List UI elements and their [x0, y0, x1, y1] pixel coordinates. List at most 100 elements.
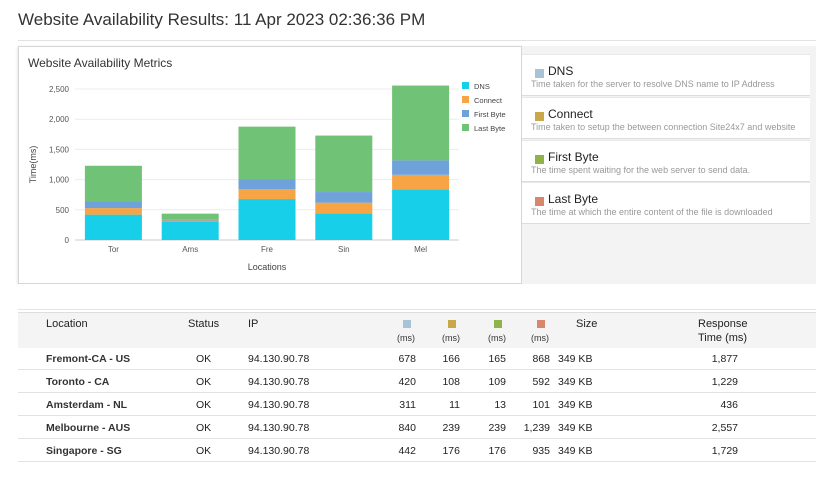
bar-segment — [161, 213, 219, 220]
header-response-line2: Time (ms) — [698, 332, 748, 344]
cell-ip: 94.130.90.78 — [248, 399, 310, 411]
y-tick-label: 2,000 — [49, 115, 70, 124]
cell-size: 349 KB — [558, 422, 593, 434]
cell-status: OK — [196, 422, 212, 434]
first-byte-swatch-icon — [535, 155, 544, 164]
first-byte-swatch-icon — [494, 320, 502, 328]
y-tick-label: 0 — [65, 236, 70, 245]
chart-legend-label: First Byte — [474, 110, 506, 119]
bar-segment — [315, 202, 373, 214]
title-divider — [18, 40, 816, 41]
cell-status: OK — [196, 445, 212, 457]
bar-segment — [238, 199, 296, 240]
cell-status: OK — [196, 376, 212, 388]
chart-title: Website Availability Metrics — [28, 56, 173, 70]
page-title: Website Availability Results: 11 Apr 202… — [18, 10, 426, 29]
chart-legend-label: DNS — [474, 82, 490, 91]
cell-connect: 239 — [442, 422, 460, 434]
cell-location: Toronto - CA — [46, 376, 110, 388]
x-tick-label: Tor — [108, 245, 119, 254]
x-tick-label: Ams — [182, 245, 198, 254]
legend-name: DNS — [548, 64, 574, 78]
table-row: Singapore - SG OK 94.130.90.78 442 176 1… — [18, 440, 816, 462]
last-byte-swatch-icon — [535, 197, 544, 206]
bar-segment — [238, 126, 296, 180]
cell-last-byte: 101 — [532, 399, 550, 411]
cell-response: 1,229 — [711, 376, 738, 388]
cell-size: 349 KB — [558, 399, 593, 411]
cell-last-byte: 592 — [532, 376, 550, 388]
cell-size: 349 KB — [558, 445, 593, 457]
bar-segment — [161, 221, 219, 240]
bar-segment — [84, 208, 142, 215]
cell-location: Singapore - SG — [46, 445, 122, 457]
header-status: Status — [188, 318, 220, 330]
cell-connect: 11 — [449, 399, 460, 411]
cell-dns: 311 — [399, 399, 416, 411]
table-header: Location Status IP (ms) (ms) (ms) (ms) S… — [18, 312, 816, 348]
connect-swatch-icon — [535, 112, 544, 121]
bar-segment — [161, 219, 219, 221]
legend-name: Last Byte — [548, 192, 599, 206]
chart-legend-label: Connect — [474, 96, 503, 105]
cell-last-byte: 868 — [532, 353, 550, 365]
cell-status: OK — [196, 353, 212, 365]
cell-connect: 176 — [442, 445, 460, 457]
x-tick-label: Mel — [414, 245, 427, 254]
cell-response: 1,729 — [711, 445, 738, 457]
cell-response: 1,877 — [711, 353, 738, 365]
cell-status: OK — [196, 399, 212, 411]
cell-response: 436 — [720, 399, 738, 411]
cell-first-byte: 176 — [488, 445, 506, 457]
chart-legend-swatch — [462, 110, 469, 117]
metrics-chart-panel: Website Availability Metrics 0 500 1,000 1,… — [18, 46, 522, 284]
cell-location: Amsterdam - NL — [46, 399, 128, 411]
legend-item-last-byte: Last Byte The time at which the entire c… — [522, 182, 810, 224]
table-row: Amsterdam - NL OK 94.130.90.78 311 11 13… — [18, 394, 816, 416]
cell-location: Melbourne - AUS — [46, 422, 131, 434]
table-row: Melbourne - AUS OK 94.130.90.78 840 239 … — [18, 417, 816, 439]
bar-segment — [238, 179, 296, 190]
cell-ip: 94.130.90.78 — [248, 353, 310, 365]
cell-dns: 678 — [398, 353, 416, 365]
bar-segment — [392, 85, 450, 161]
y-tick-label: 1,500 — [49, 145, 70, 154]
legend-item-dns: DNS Time taken for the server to resolve… — [522, 54, 810, 96]
cell-ip: 94.130.90.78 — [248, 445, 310, 457]
table-top-band — [18, 284, 816, 310]
y-tick-label: 500 — [56, 206, 70, 215]
last-byte-swatch-icon — [537, 320, 545, 328]
cell-size: 349 KB — [558, 353, 593, 365]
chart-legend-swatch — [462, 82, 469, 89]
header-last-byte-ms: (ms) — [531, 333, 549, 343]
cell-first-byte: 239 — [488, 422, 506, 434]
bar-segment — [392, 189, 450, 240]
cell-first-byte: 165 — [488, 353, 506, 365]
header-first-byte-ms: (ms) — [488, 333, 506, 343]
cell-last-byte: 935 — [532, 445, 550, 457]
x-tick-label: Sin — [338, 245, 350, 254]
bar-segment — [315, 192, 373, 203]
cell-location: Fremont-CA - US — [46, 353, 131, 365]
header-connect-ms: (ms) — [442, 333, 460, 343]
bar-segment — [315, 213, 373, 240]
y-axis-label: Time(ms) — [28, 146, 38, 184]
legend-description: Time taken to setup the between connecti… — [531, 122, 796, 132]
legend-item-connect: Connect Time taken to setup the between … — [522, 97, 810, 139]
table-row: Toronto - CA OK 94.130.90.78 420 108 109… — [18, 371, 816, 393]
header-ip: IP — [248, 318, 259, 330]
dns-swatch-icon — [535, 69, 544, 78]
header-size: Size — [576, 318, 598, 330]
legend-description: Time taken for the server to resolve DNS… — [531, 79, 775, 89]
x-axis-label: Locations — [248, 262, 287, 272]
bar-segment — [315, 135, 373, 193]
legend-name: First Byte — [548, 150, 599, 164]
bar-segment — [84, 214, 142, 240]
legend-description: The time at which the entire content of … — [531, 207, 773, 217]
bar-segment — [84, 165, 142, 202]
dns-swatch-icon — [403, 320, 411, 328]
legend-name: Connect — [548, 107, 593, 121]
bar-segment — [392, 174, 450, 190]
chart-legend-swatch — [462, 124, 469, 131]
cell-dns: 840 — [398, 422, 416, 434]
